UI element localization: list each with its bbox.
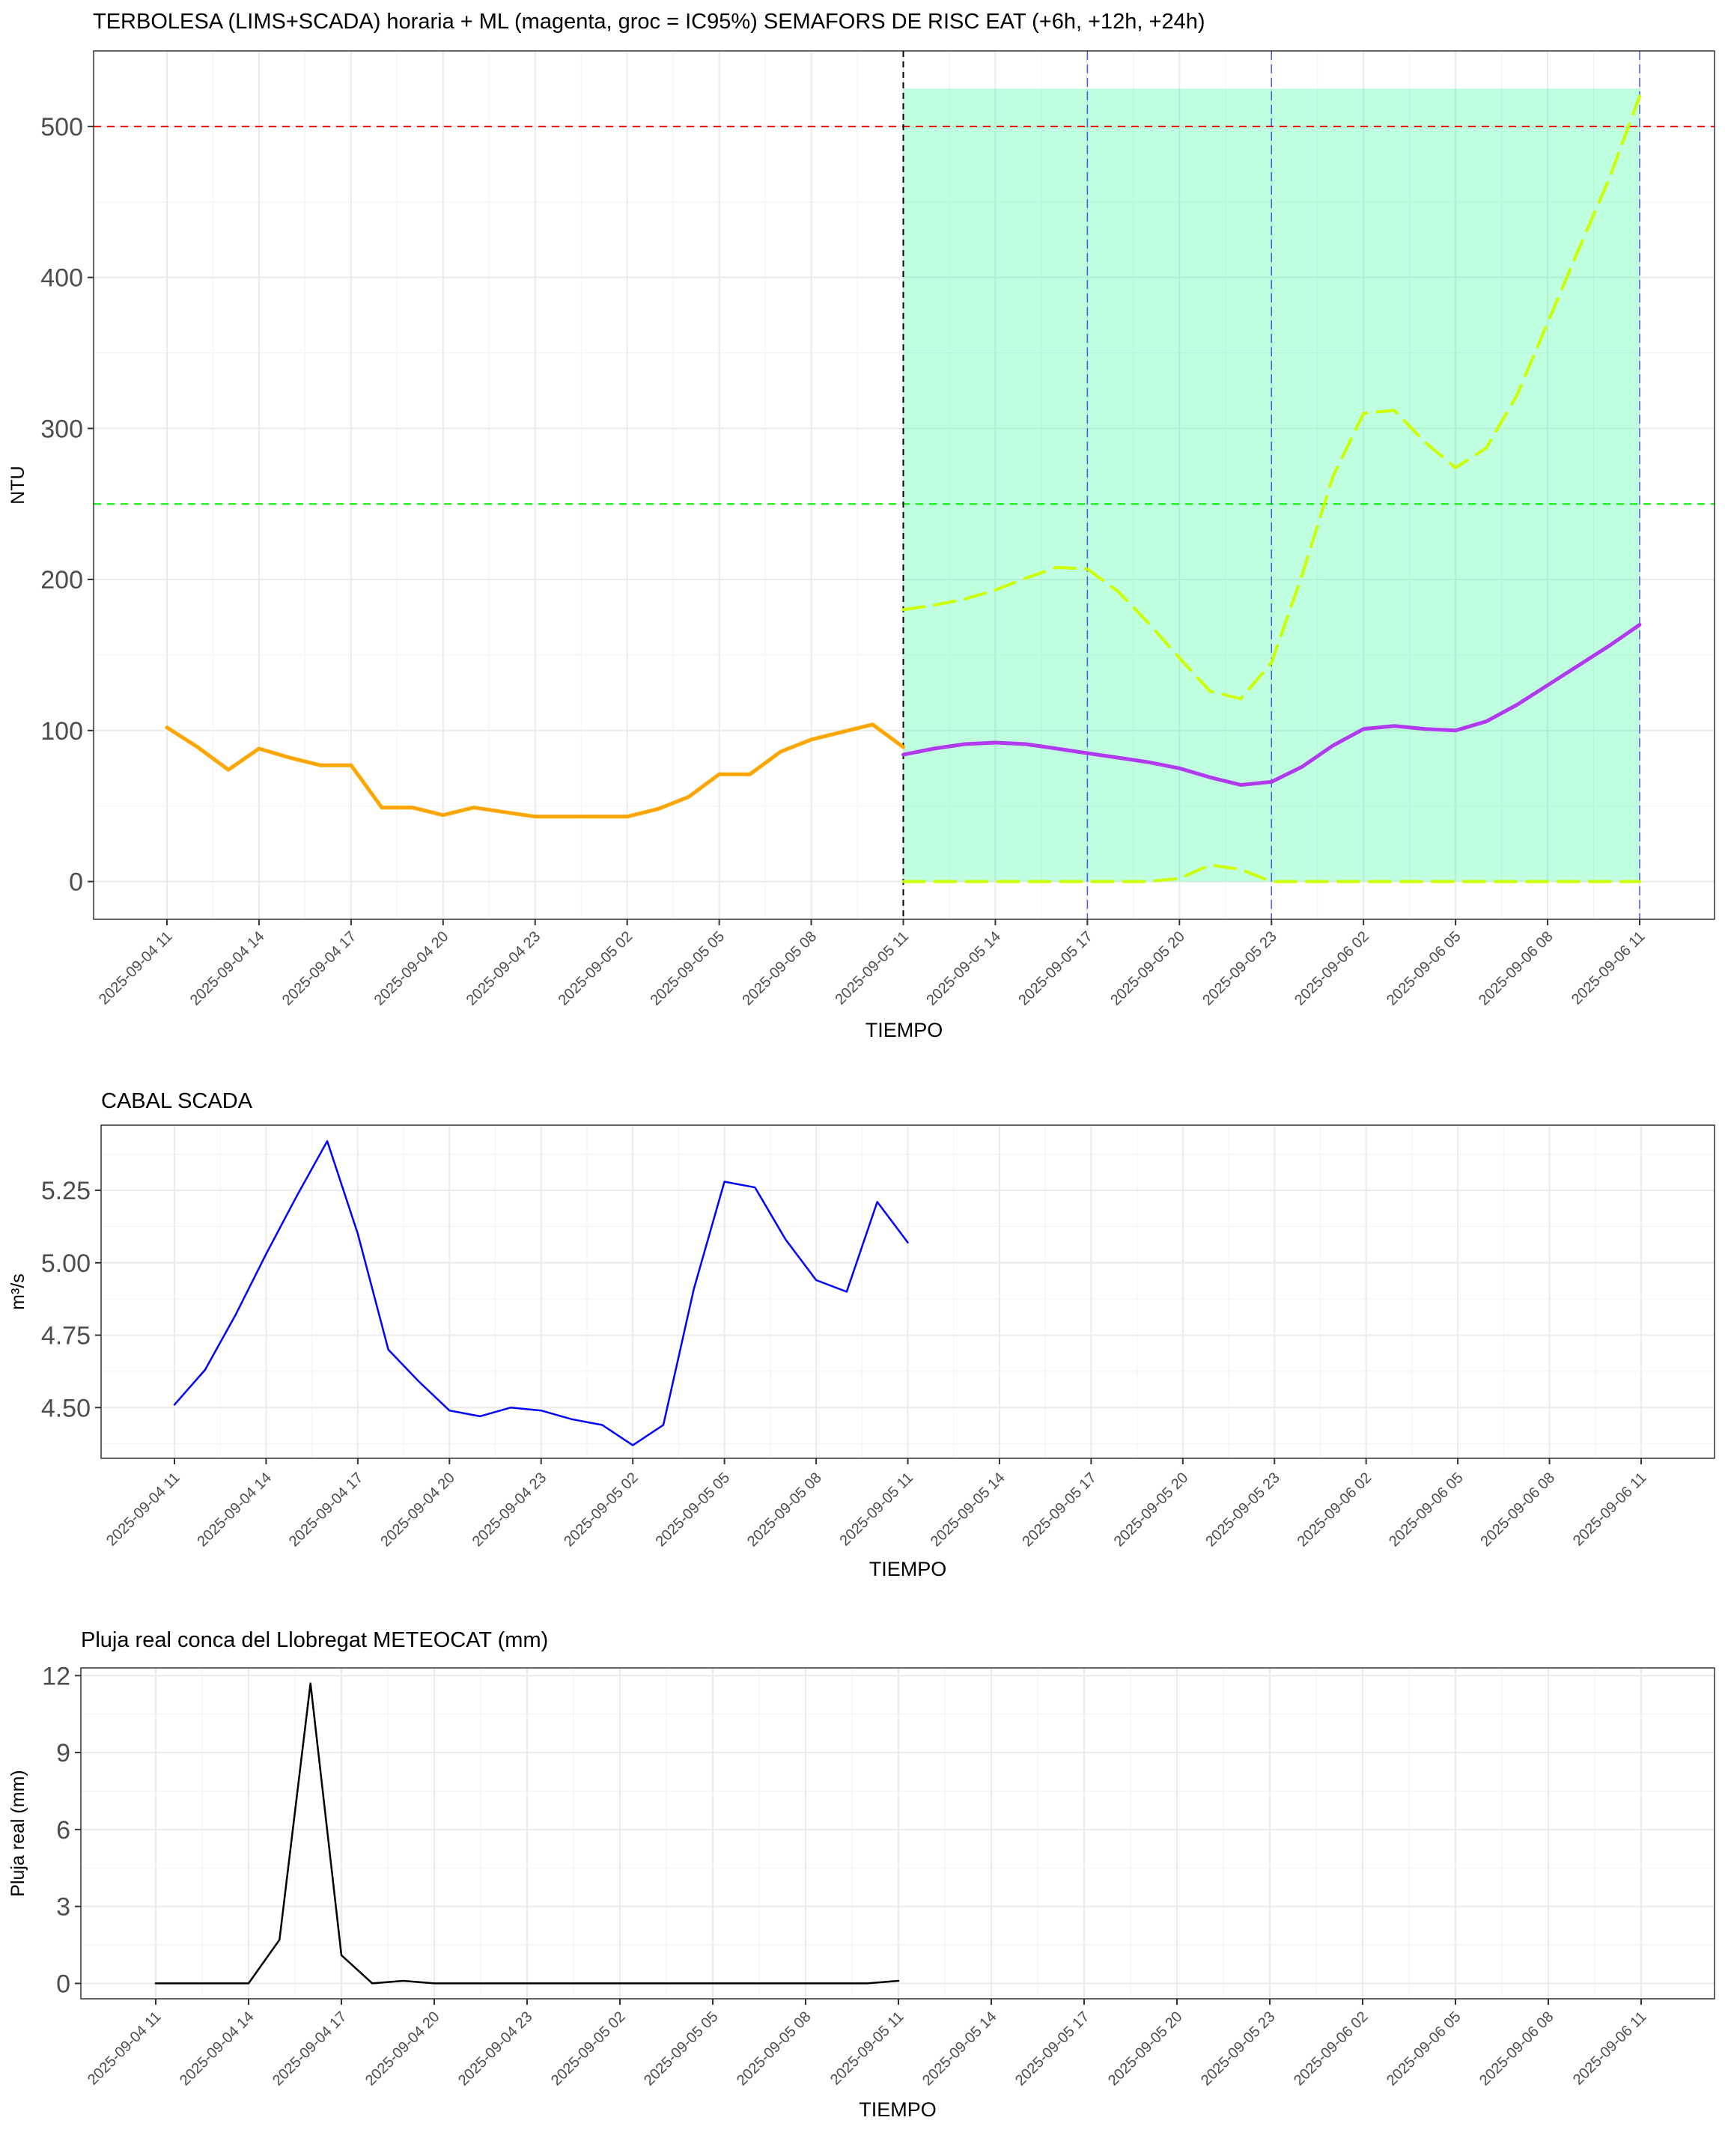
y-tick-label: 5.00 xyxy=(41,1249,91,1278)
y-tick-label: 500 xyxy=(40,113,83,141)
data-layer xyxy=(154,1682,900,1985)
x-tick-label: 2025-09-06 08 xyxy=(1476,928,1557,1009)
x-axis-label: TIEMPO xyxy=(869,1558,947,1580)
y-tick-label: 400 xyxy=(40,264,83,293)
x-tick-label: 2025-09-05 17 xyxy=(1012,2009,1093,2089)
x-tick-label: 2025-09-05 14 xyxy=(919,2009,1000,2089)
x-tick-label: 2025-09-04 11 xyxy=(85,2009,165,2089)
x-tick-label: 2025-09-04 23 xyxy=(455,2009,536,2089)
x-tick-label: 2025-09-05 20 xyxy=(1105,2009,1186,2089)
x-tick-label: 2025-09-05 05 xyxy=(653,1470,734,1550)
x-tick-label: 2025-09-04 17 xyxy=(279,928,360,1009)
x-tick-label: 2025-09-05 14 xyxy=(928,1470,1008,1550)
x-tick-label: 2025-09-06 02 xyxy=(1294,1470,1375,1550)
series-line-observed xyxy=(165,722,905,819)
y-tick-label: 6 xyxy=(56,1816,70,1845)
x-tick-label: 2025-09-05 05 xyxy=(641,2009,722,2089)
x-tick-label: 2025-09-04 17 xyxy=(286,1470,367,1550)
x-tick-label: 2025-09-04 11 xyxy=(103,1470,183,1550)
x-tick-label: 2025-09-05 23 xyxy=(1198,2009,1279,2089)
y-tick-label: 12 xyxy=(42,1662,70,1690)
x-tick-label: 2025-09-05 20 xyxy=(1107,928,1188,1009)
x-tick-label: 2025-09-06 05 xyxy=(1384,2009,1464,2089)
y-tick-label: 4.75 xyxy=(41,1322,91,1350)
y-tick-label: 200 xyxy=(40,566,83,594)
y-tick-label: 9 xyxy=(56,1739,70,1767)
x-tick-label: 2025-09-05 08 xyxy=(734,2009,815,2089)
series-line-ci_lower xyxy=(901,863,1641,883)
chart-title: TERBOLESA (LIMS+SCADA) horaria + ML (mag… xyxy=(93,10,1205,34)
x-tick-label: 2025-09-06 08 xyxy=(1478,1470,1559,1550)
y-tick-label: 0 xyxy=(56,1970,70,1998)
x-tick-label: 2025-09-05 14 xyxy=(923,928,1004,1009)
x-tick-label: 2025-09-06 02 xyxy=(1292,928,1372,1009)
y-tick-label: 0 xyxy=(69,868,83,897)
x-tick-label: 2025-09-04 17 xyxy=(270,2009,350,2089)
x-tick-label: 2025-09-05 02 xyxy=(556,928,636,1009)
chart-title: Pluja real conca del Llobregat METEOCAT … xyxy=(81,1628,548,1652)
x-tick-label: 2025-09-06 02 xyxy=(1291,2009,1372,2089)
x-tick-label: 2025-09-05 23 xyxy=(1199,928,1280,1009)
x-tick-label: 2025-09-05 17 xyxy=(1019,1470,1100,1550)
x-tick-label: 2025-09-06 05 xyxy=(1384,928,1464,1009)
x-tick-label: 2025-09-04 20 xyxy=(371,928,452,1009)
x-tick-label: 2025-09-04 20 xyxy=(377,1470,458,1550)
y-tick-label: 5.25 xyxy=(41,1177,91,1205)
x-tick-label: 2025-09-04 23 xyxy=(463,928,544,1009)
x-tick-label: 2025-09-06 05 xyxy=(1386,1470,1467,1550)
x-tick-label: 2025-09-06 11 xyxy=(1569,928,1649,1008)
series-line-flow xyxy=(173,1140,909,1446)
x-tick-label: 2025-09-05 05 xyxy=(648,928,728,1009)
grid xyxy=(101,1125,1715,1458)
x-tick-label: 2025-09-05 08 xyxy=(744,1470,825,1550)
series-line-rain xyxy=(154,1682,900,1985)
y-axis-label: Pluja real (mm) xyxy=(7,1770,28,1896)
x-tick-label: 2025-09-04 11 xyxy=(96,928,176,1008)
y-tick-label: 3 xyxy=(56,1893,70,1922)
x-tick-label: 2025-09-04 14 xyxy=(194,1470,275,1550)
data-layer xyxy=(173,1140,909,1446)
x-tick-label: 2025-09-04 14 xyxy=(177,2009,258,2089)
y-tick-label: 300 xyxy=(40,415,83,443)
data-layer xyxy=(94,51,1715,919)
x-tick-label: 2025-09-06 08 xyxy=(1476,2009,1557,2089)
x-tick-label: 2025-09-05 11 xyxy=(827,2009,907,2089)
x-tick-label: 2025-09-06 11 xyxy=(1570,1470,1650,1550)
series-line-forecast xyxy=(901,623,1642,787)
x-axis-label: TIEMPO xyxy=(865,1019,943,1041)
series-line-ci_upper xyxy=(901,94,1641,701)
x-tick-label: 2025-09-05 20 xyxy=(1111,1470,1192,1550)
grid xyxy=(81,1668,1715,1999)
x-tick-label: 2025-09-05 11 xyxy=(833,928,913,1008)
x-tick-label: 2025-09-05 11 xyxy=(837,1470,917,1550)
x-tick-label: 2025-09-04 23 xyxy=(469,1470,550,1550)
x-tick-label: 2025-09-04 14 xyxy=(187,928,268,1009)
y-tick-label: 4.50 xyxy=(41,1394,91,1422)
y-axis-label: NTU xyxy=(7,466,28,504)
x-tick-label: 2025-09-05 02 xyxy=(548,2009,629,2089)
x-tick-label: 2025-09-04 20 xyxy=(362,2009,443,2089)
x-tick-label: 2025-09-05 23 xyxy=(1202,1470,1283,1550)
x-axis-label: TIEMPO xyxy=(859,2098,937,2121)
x-tick-label: 2025-09-05 08 xyxy=(740,928,821,1009)
x-tick-label: 2025-09-05 02 xyxy=(561,1470,642,1550)
y-axis-label: m³/s xyxy=(7,1273,28,1310)
x-tick-label: 2025-09-06 11 xyxy=(1570,2009,1650,2089)
x-tick-label: 2025-09-05 17 xyxy=(1015,928,1096,1009)
chart-title: CABAL SCADA xyxy=(101,1089,253,1113)
y-tick-label: 100 xyxy=(40,717,83,746)
